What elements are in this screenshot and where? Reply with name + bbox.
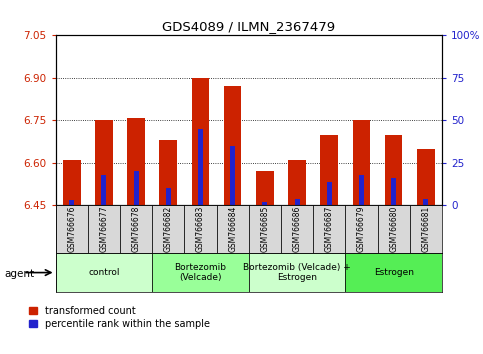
Text: GSM766682: GSM766682 [164,206,173,252]
Bar [95,120,113,205]
Bar [262,202,267,205]
Text: Bortezomib (Velcade) +
Estrogen: Bortezomib (Velcade) + Estrogen [243,263,351,282]
Text: GSM766678: GSM766678 [131,206,141,252]
Text: GSM766687: GSM766687 [325,206,334,252]
Bar [159,140,177,205]
Text: GSM766684: GSM766684 [228,206,237,252]
Bar [359,175,364,205]
Title: GDS4089 / ILMN_2367479: GDS4089 / ILMN_2367479 [162,20,335,33]
Bar [56,253,152,292]
Bar [281,205,313,253]
Text: Estrogen: Estrogen [374,268,413,277]
Bar [353,120,370,205]
Bar [378,205,410,253]
Bar [256,171,274,205]
Text: GSM766677: GSM766677 [99,206,108,252]
Bar [152,205,185,253]
Bar [56,205,88,253]
Bar [313,205,345,253]
Bar [216,205,249,253]
Bar [391,178,396,205]
Bar [230,146,235,205]
Text: GSM766681: GSM766681 [421,206,430,252]
Text: GSM766676: GSM766676 [67,206,76,252]
Text: GSM766685: GSM766685 [260,206,270,252]
Bar [198,129,203,205]
Bar [327,182,332,205]
Bar [410,205,442,253]
Bar [424,199,428,205]
Bar [417,149,435,205]
Bar [345,253,442,292]
Bar [185,205,216,253]
Bar [69,200,74,205]
Bar [345,205,378,253]
Text: GSM766680: GSM766680 [389,206,398,252]
Bar [63,160,81,205]
Bar [320,135,338,205]
Text: Bortezomib
(Velcade): Bortezomib (Velcade) [174,263,227,282]
Bar [192,78,209,205]
Bar [249,205,281,253]
Bar [295,199,299,205]
Text: GSM766679: GSM766679 [357,206,366,252]
Bar [134,171,139,205]
Legend: transformed count, percentile rank within the sample: transformed count, percentile rank withi… [29,306,210,329]
Text: agent: agent [5,269,35,279]
Bar [120,205,152,253]
Bar [152,253,249,292]
Bar [88,205,120,253]
Bar [249,253,345,292]
Bar [385,135,402,205]
Bar [288,160,306,205]
Text: control: control [88,268,120,277]
Text: GSM766686: GSM766686 [293,206,301,252]
Bar [166,188,170,205]
Text: GSM766683: GSM766683 [196,206,205,252]
Bar [127,118,145,205]
Bar [101,175,106,205]
Bar [224,86,242,205]
